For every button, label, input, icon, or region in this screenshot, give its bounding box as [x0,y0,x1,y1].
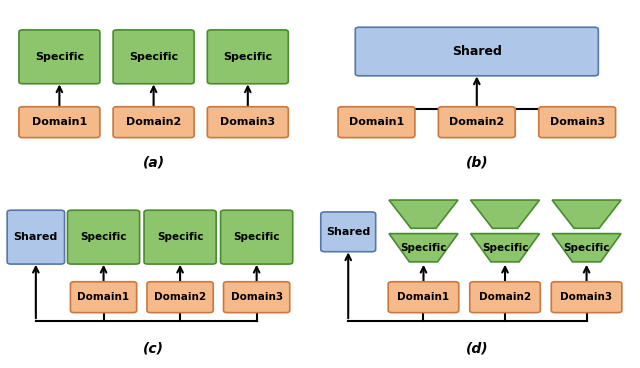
Text: (a): (a) [143,156,164,170]
Text: Specific: Specific [234,232,280,242]
Text: Domain3: Domain3 [550,117,605,127]
Text: Domain1: Domain1 [77,292,130,302]
FancyBboxPatch shape [7,210,65,264]
FancyBboxPatch shape [438,107,515,138]
Text: Domain2: Domain2 [126,117,181,127]
FancyBboxPatch shape [470,282,540,313]
Polygon shape [470,234,540,262]
FancyBboxPatch shape [207,107,288,138]
FancyBboxPatch shape [221,210,292,264]
FancyBboxPatch shape [144,210,216,264]
FancyBboxPatch shape [67,210,140,264]
Polygon shape [470,200,540,228]
Text: Specific: Specific [129,52,178,62]
Text: Specific: Specific [157,232,204,242]
Text: Domain2: Domain2 [154,292,206,302]
FancyBboxPatch shape [338,107,415,138]
Text: Shared: Shared [13,232,58,242]
FancyBboxPatch shape [388,282,459,313]
Text: Specific: Specific [80,232,127,242]
FancyBboxPatch shape [539,107,616,138]
Text: Specific: Specific [482,243,528,253]
FancyBboxPatch shape [70,282,137,313]
Text: Specific: Specific [400,243,447,253]
FancyBboxPatch shape [113,30,194,84]
Text: Domain2: Domain2 [449,117,504,127]
Polygon shape [552,234,621,262]
Text: (b): (b) [465,156,488,170]
Text: Specific: Specific [563,243,610,253]
Text: Domain3: Domain3 [230,292,283,302]
Text: (d): (d) [465,342,488,355]
Polygon shape [389,200,458,228]
Text: Shared: Shared [326,227,371,237]
FancyBboxPatch shape [355,27,598,76]
Text: Domain1: Domain1 [349,117,404,127]
Text: Shared: Shared [452,45,502,58]
Text: Specific: Specific [35,52,84,62]
FancyBboxPatch shape [321,212,376,252]
Text: (c): (c) [143,342,164,355]
Text: Domain1: Domain1 [32,117,87,127]
Polygon shape [552,200,621,228]
FancyBboxPatch shape [19,30,100,84]
Text: Specific: Specific [223,52,273,62]
Polygon shape [389,234,458,262]
FancyBboxPatch shape [223,282,290,313]
FancyBboxPatch shape [207,30,288,84]
Text: Domain3: Domain3 [561,292,612,302]
FancyBboxPatch shape [147,282,213,313]
FancyBboxPatch shape [551,282,622,313]
Text: Domain1: Domain1 [397,292,449,302]
FancyBboxPatch shape [113,107,194,138]
Text: Domain3: Domain3 [220,117,275,127]
Text: Domain2: Domain2 [479,292,531,302]
FancyBboxPatch shape [19,107,100,138]
